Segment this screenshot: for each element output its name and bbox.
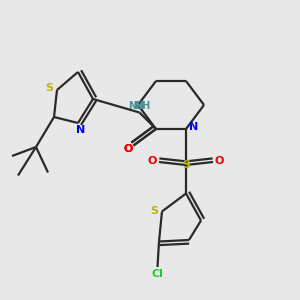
Text: O: O — [123, 143, 133, 154]
Text: S: S — [46, 82, 53, 93]
Text: S: S — [182, 160, 190, 170]
Text: O: O — [215, 155, 224, 166]
Text: NH: NH — [134, 101, 151, 111]
Text: Cl: Cl — [152, 268, 164, 279]
Text: N: N — [76, 124, 85, 135]
Text: O: O — [148, 155, 157, 166]
Text: S: S — [151, 206, 158, 217]
Text: N: N — [189, 122, 198, 133]
Text: NH: NH — [128, 101, 145, 111]
Text: O: O — [123, 143, 133, 154]
